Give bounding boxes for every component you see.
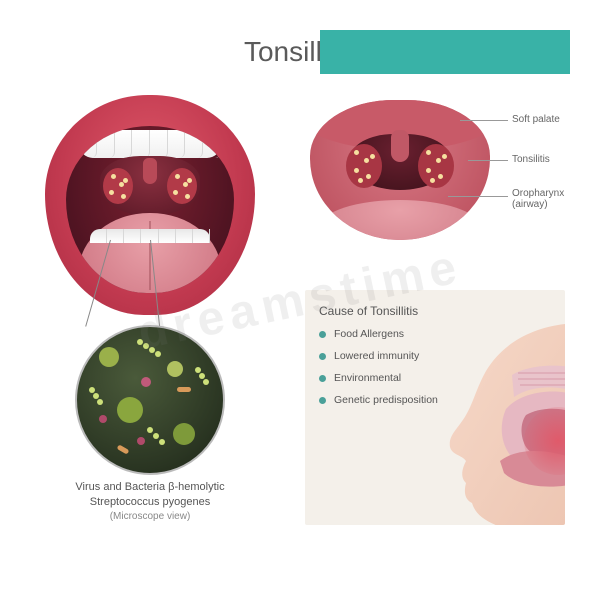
cause-label: Food Allergens [334,328,404,340]
left-tonsil [103,168,133,204]
label-oropharynx: Oropharynx (airway) [512,188,564,210]
microscope-caption-line2: Streptococcus pyogenes [40,495,260,510]
label-oropharynx-text: Oropharynx [512,188,564,199]
bullet-icon [319,375,326,382]
label-soft-palate: Soft palate [512,114,560,125]
mouth-open-illustration [45,95,255,315]
bullet-icon [319,397,326,404]
cause-label: Lowered immunity [334,350,419,362]
bullet-icon [319,353,326,360]
tongue [79,213,220,293]
microscope-caption: Virus and Bacteria β-hemolytic Streptoco… [40,480,260,523]
causes-panel: Cause of Tonsillitis Food Allergens Lowe… [305,290,565,525]
label-tonsilitis: Tonsilitis [512,154,550,165]
label-oropharynx-sub: (airway) [512,199,564,210]
tonsil-left-closeup [346,144,382,188]
right-tonsil [167,168,197,204]
leader-line [468,160,508,161]
bullet-icon [319,331,326,338]
head-profile-illustration [408,323,565,525]
uvula [143,158,157,184]
uvula-closeup [391,130,409,162]
oral-cavity [66,126,234,293]
microscope-view [75,325,225,475]
upper-teeth [79,130,220,158]
leader-line [460,120,508,121]
cause-label: Environmental [334,372,401,384]
header-bar: Tonsillitis [30,30,570,74]
leader-line [448,196,508,197]
infographic-stage: Tonsillitis [0,0,600,600]
microscope-caption-line1: Virus and Bacteria β-hemolytic [40,480,260,495]
page-title: Tonsillitis [244,36,356,68]
tonsil-right-closeup [418,144,454,188]
microscope-caption-sub: (Microscope view) [40,510,260,524]
tongue-closeup [321,200,479,240]
causes-title: Cause of Tonsillitis [319,304,553,318]
throat-closeup-illustration [310,100,490,240]
